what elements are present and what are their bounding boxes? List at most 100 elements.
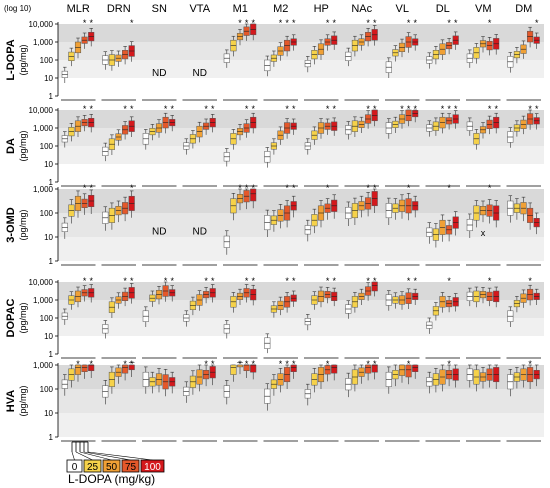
significance-star: *: [292, 104, 296, 114]
significance-star: *: [528, 359, 532, 369]
significance-star: *: [454, 104, 458, 114]
box-dose-75: [122, 364, 129, 374]
significance-star: *: [123, 276, 127, 286]
significance-star: *: [366, 276, 370, 286]
significance-star: *: [245, 276, 249, 286]
legend-swatch-0: [66, 459, 83, 473]
y-tick-label: 1: [49, 350, 54, 359]
nd-label: ND: [193, 68, 207, 79]
significance-star: *: [332, 276, 336, 286]
significance-star: *: [407, 276, 411, 286]
y-tick-label: 1,000: [33, 185, 54, 194]
significance-star: *: [292, 18, 296, 28]
significance-star: *: [373, 18, 377, 28]
y-tick-label: 1,000: [33, 38, 54, 47]
significance-star: *: [488, 18, 492, 28]
significance-star: *: [89, 276, 93, 286]
significance-star: *: [332, 18, 336, 28]
significance-star: *: [76, 359, 80, 369]
region-header-m1: M1: [233, 3, 248, 15]
significance-star: *: [211, 104, 215, 114]
significance-star: *: [366, 104, 370, 114]
region-header-vta: VTA: [189, 3, 210, 15]
significance-star: *: [83, 104, 87, 114]
significance-star: *: [130, 359, 134, 369]
legend-swatch-25: [83, 459, 102, 473]
significance-star: *: [447, 183, 451, 193]
significance-star: *: [83, 183, 87, 193]
significance-star: *: [245, 183, 249, 193]
significance-star: *: [251, 18, 255, 28]
box-dose-100: [412, 364, 419, 372]
y-tick-label: 10,000: [29, 106, 54, 115]
significance-star: *: [326, 183, 330, 193]
significance-star: *: [407, 359, 411, 369]
legend-leader: [83, 451, 131, 461]
significance-star: *: [130, 104, 134, 114]
significance-star: *: [279, 18, 283, 28]
region-header-drn: DRN: [107, 3, 131, 15]
significance-star: *: [488, 276, 492, 286]
significance-star: *: [488, 104, 492, 114]
significance-star: *: [292, 359, 296, 369]
band-1: [58, 146, 544, 164]
band-0: [58, 78, 544, 96]
significance-star: *: [251, 183, 255, 193]
panel-title: L-DOPA: [5, 39, 17, 80]
y-tick-label: 10,000: [29, 20, 54, 29]
region-header-nac: NAc: [351, 3, 372, 15]
significance-star: *: [285, 104, 289, 114]
significance-star: *: [326, 104, 330, 114]
y-tick-label: 10: [44, 74, 53, 83]
significance-star: *: [326, 359, 330, 369]
significance-star: *: [89, 18, 93, 28]
significance-star: *: [83, 276, 87, 286]
significance-star: *: [170, 104, 174, 114]
significance-star: *: [251, 276, 255, 286]
panel-unit: (pg/mg): [18, 302, 28, 333]
significance-star: *: [528, 276, 532, 286]
nd-label: ND: [152, 68, 166, 79]
band-0: [58, 413, 544, 437]
significance-star: *: [204, 104, 208, 114]
significance-star: *: [245, 104, 249, 114]
significance-star: *: [332, 104, 336, 114]
significance-star: *: [494, 104, 498, 114]
band-0: [58, 164, 544, 182]
legend-dose-label: 0: [72, 462, 78, 473]
band-1: [58, 389, 544, 413]
significance-star: *: [89, 104, 93, 114]
significance-star: *: [285, 183, 289, 193]
significance-star: *: [285, 359, 289, 369]
y-tick-label: 1: [49, 178, 54, 187]
box-dose-50: [236, 364, 244, 368]
significance-star: *: [89, 183, 93, 193]
box-dose-100: [290, 364, 297, 372]
y-tick-label: 100: [40, 314, 54, 323]
panels: 10,000 1,000 100 10 1 L-DOPA (pg/mg) * * * ND ND * * *…: [5, 18, 544, 442]
band-2: [58, 42, 544, 60]
region-header-dl: DL: [436, 3, 450, 15]
significance-star: *: [441, 104, 445, 114]
band-3: [58, 110, 544, 128]
significance-star: *: [238, 183, 242, 193]
legend-leader: [75, 451, 93, 461]
legend-dose-label: 100: [144, 462, 161, 473]
legend-dose-label: 50: [106, 462, 118, 473]
region-header-dm: DM: [515, 3, 532, 15]
significance-star: *: [123, 104, 127, 114]
panel-title: HVA: [5, 390, 17, 412]
significance-star: *: [292, 276, 296, 286]
significance-star: *: [373, 276, 377, 286]
panel-unit: (pg/mg): [18, 209, 28, 240]
significance-star: *: [292, 183, 296, 193]
band-0: [58, 237, 544, 261]
y-tick-label: 1: [49, 433, 54, 442]
legend-label: L-DOPA (mg/kg): [68, 472, 155, 486]
nd-label: ND: [152, 227, 166, 238]
box-dose-75: [365, 364, 372, 374]
region-headers: MLR DRN SN VTA M1 M2 HP NAc VL DL VM DM: [67, 3, 533, 15]
y-tick-label: 10,000: [29, 278, 54, 287]
